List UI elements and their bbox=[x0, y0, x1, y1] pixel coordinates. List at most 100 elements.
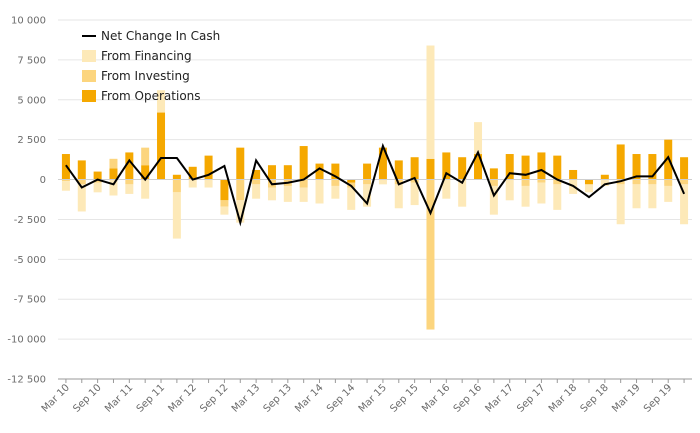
x-tick-label: Mar 19 bbox=[610, 382, 642, 414]
bar-from-operations bbox=[188, 166, 197, 180]
bar-from-investing bbox=[648, 179, 657, 185]
bar-from-investing bbox=[680, 179, 689, 185]
x-tick-label: Sep 10 bbox=[71, 382, 103, 414]
bar-from-operations bbox=[236, 147, 245, 180]
bar-from-operations bbox=[521, 155, 530, 180]
x-tick-label: Mar 18 bbox=[547, 382, 579, 414]
bar-from-financing bbox=[537, 182, 546, 204]
x-tick-label: Mar 17 bbox=[483, 382, 515, 414]
y-tick-label: -2 500 bbox=[14, 215, 46, 226]
bar-from-financing bbox=[109, 179, 118, 196]
bar-from-investing bbox=[331, 179, 340, 186]
bar-from-operations bbox=[410, 157, 419, 180]
bar-from-operations bbox=[616, 144, 625, 180]
bar-from-investing bbox=[489, 179, 498, 186]
bar-from-operations bbox=[458, 157, 467, 180]
x-tick-label: Mar 12 bbox=[166, 382, 198, 414]
bar-from-financing bbox=[220, 206, 229, 215]
bar-from-operations bbox=[331, 163, 340, 180]
line-series bbox=[65, 142, 686, 227]
bar-from-financing bbox=[680, 184, 689, 225]
bar-from-operations bbox=[267, 165, 276, 180]
legend-label-from-financing: From Financing bbox=[101, 49, 192, 63]
legend-label-from-investing: From Investing bbox=[101, 69, 190, 83]
bar-from-operations bbox=[125, 152, 134, 180]
bar-from-financing bbox=[394, 184, 403, 209]
bar-from-operations bbox=[553, 155, 562, 180]
y-tick-label: 7 500 bbox=[17, 55, 46, 66]
bar-from-operations bbox=[394, 160, 403, 180]
bar-from-investing bbox=[664, 179, 673, 186]
bar-from-investing bbox=[426, 179, 435, 330]
bar-from-financing bbox=[378, 179, 387, 185]
legend-swatch-from-operations bbox=[82, 90, 96, 102]
bar-from-investing bbox=[93, 179, 102, 183]
bar-from-operations bbox=[584, 179, 593, 185]
bar-from-investing bbox=[299, 179, 308, 188]
bar-from-investing bbox=[125, 179, 134, 185]
x-tick-label: Sep 19 bbox=[642, 382, 674, 414]
x-tick-label: Sep 11 bbox=[135, 382, 167, 414]
bar-from-financing bbox=[157, 90, 166, 113]
x-tick-label: Mar 14 bbox=[293, 382, 325, 414]
bar-from-financing bbox=[347, 187, 356, 210]
y-tick-label: 10 000 bbox=[11, 16, 46, 27]
bar-from-operations bbox=[172, 174, 181, 180]
bar-from-operations bbox=[505, 154, 514, 180]
bar-from-financing bbox=[489, 185, 498, 215]
bar-from-operations bbox=[299, 146, 308, 180]
bar-from-financing bbox=[236, 200, 245, 223]
bar-from-financing bbox=[584, 184, 593, 193]
bar-from-financing bbox=[331, 185, 340, 199]
bar-from-operations bbox=[141, 165, 150, 180]
bar-from-operations bbox=[109, 168, 118, 180]
bar-from-operations bbox=[600, 174, 609, 180]
bar-from-financing bbox=[283, 185, 292, 202]
bar-from-investing bbox=[252, 179, 261, 185]
bar-from-investing bbox=[363, 179, 372, 185]
x-tick-label: Sep 16 bbox=[452, 382, 484, 414]
bar-from-operations bbox=[252, 169, 261, 180]
y-tick-label: -12 500 bbox=[7, 375, 46, 386]
bar-from-operations bbox=[537, 152, 546, 180]
x-tick-label: Mar 10 bbox=[40, 382, 72, 414]
x-tick-label: Sep 12 bbox=[198, 382, 230, 414]
bar-from-financing bbox=[632, 184, 641, 209]
bar-from-investing bbox=[410, 179, 419, 183]
y-tick-label: -7 500 bbox=[14, 295, 46, 306]
x-tick-label: Mar 16 bbox=[420, 382, 452, 414]
bar-from-investing bbox=[172, 179, 181, 193]
bar-from-financing bbox=[252, 184, 261, 199]
bar-from-operations bbox=[680, 157, 689, 180]
bar-from-operations bbox=[378, 147, 387, 180]
legend-label-from-operations: From Operations bbox=[101, 89, 201, 103]
x-tick-label: Sep 17 bbox=[515, 382, 547, 414]
bar-from-investing bbox=[220, 200, 229, 207]
legend: Net Change In Cash From Financing From Inv… bbox=[82, 29, 220, 103]
bar-from-financing bbox=[172, 192, 181, 239]
bar-from-financing bbox=[141, 179, 150, 199]
bar-from-financing bbox=[363, 184, 372, 207]
bar-from-financing bbox=[553, 184, 562, 210]
legend-label-net-change-in-cash: Net Change In Cash bbox=[101, 29, 220, 43]
x-tick-label: Mar 11 bbox=[103, 382, 135, 414]
bar-from-financing bbox=[505, 179, 514, 201]
bar-from-operations bbox=[315, 163, 324, 180]
y-tick-label: 0 bbox=[40, 175, 46, 186]
bar-from-operations bbox=[363, 163, 372, 180]
y-tick-label: -10 000 bbox=[7, 335, 46, 346]
bar-from-operations bbox=[489, 168, 498, 180]
bar-series bbox=[61, 45, 689, 330]
y-tick-label: -5 000 bbox=[14, 255, 46, 266]
bar-from-financing bbox=[188, 179, 197, 188]
x-tick-label: Sep 15 bbox=[388, 382, 420, 414]
x-axis-ticks: Mar 10 Sep 10 Mar 11 Sep 11 Mar 12 Sep 12 Mar … bbox=[40, 379, 685, 415]
bar-from-financing bbox=[664, 185, 673, 202]
bar-from-financing bbox=[267, 187, 276, 201]
x-tick-label: Mar 13 bbox=[230, 382, 262, 414]
bar-from-operations bbox=[347, 179, 356, 183]
bar-from-investing bbox=[141, 147, 150, 166]
y-tick-label: 2 500 bbox=[17, 135, 46, 146]
bar-from-operations bbox=[157, 112, 166, 180]
